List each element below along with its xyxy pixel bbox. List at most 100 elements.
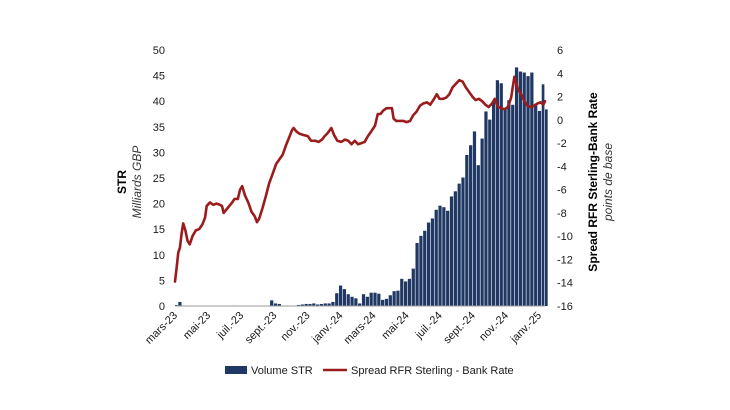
spread-line <box>173 75 547 283</box>
volume-bar <box>273 303 278 306</box>
volume-bar <box>537 110 542 307</box>
right-tick-label: 6 <box>557 45 563 57</box>
volume-bar <box>476 165 480 306</box>
x-tick-label: nov.-23 <box>279 310 313 344</box>
volume-bar <box>323 303 327 306</box>
x-tick-label: janv.-25 <box>508 310 544 346</box>
volume-bar <box>522 72 526 306</box>
left-tick-label: 15 <box>153 224 165 236</box>
volume-bar <box>423 230 427 306</box>
x-tick-label: nov.-24 <box>477 310 511 344</box>
left-axis-title: STR <box>115 170 129 194</box>
volume-bar <box>358 303 362 306</box>
volume-bar <box>312 303 316 306</box>
volume-bar <box>411 268 415 306</box>
left-axis-title-group: STR Milliards GBP <box>115 146 144 219</box>
volume-bar <box>438 205 442 306</box>
right-axis-ticks: -16 -14 -12 -10 -8 -6 -4 -2 0 2 4 6 <box>557 45 573 313</box>
right-axis-title: Spread RFR Sterling-Bank Rate <box>586 92 600 272</box>
volume-bar <box>518 71 522 306</box>
x-tick-label: mai-24 <box>379 310 411 342</box>
right-axis-title-group: Spread RFR Sterling-Bank Rate points de … <box>586 92 615 272</box>
volume-bar <box>407 278 412 306</box>
volume-bar <box>381 299 385 306</box>
volume-bar <box>350 296 354 306</box>
volume-bar <box>484 111 488 306</box>
volume-bar <box>419 235 423 306</box>
left-tick-label: 20 <box>153 199 165 211</box>
volume-bar <box>499 83 503 306</box>
volume-bar <box>465 154 469 306</box>
volume-bar <box>446 210 450 306</box>
volume-bar <box>277 303 281 306</box>
left-tick-label: 45 <box>153 71 165 83</box>
legend-swatch-volume <box>225 366 247 374</box>
right-tick-label: -12 <box>557 255 573 267</box>
right-tick-label: -16 <box>557 301 573 313</box>
volume-bar <box>178 301 182 306</box>
x-tick-label: mai-23 <box>181 310 213 342</box>
x-tick-label: juil.-24 <box>413 310 445 342</box>
volume-bar <box>507 100 511 307</box>
legend: Volume STR Spread RFR Sterling - Bank Ra… <box>225 365 514 377</box>
right-tick-label: -6 <box>557 185 567 197</box>
volume-bar <box>400 278 404 306</box>
volume-bar <box>300 304 304 306</box>
volume-bar <box>354 298 358 306</box>
right-tick-label: -14 <box>557 278 573 290</box>
volume-bar <box>361 294 366 306</box>
right-tick-label: -8 <box>557 208 567 220</box>
x-tick-label: sept.-23 <box>243 310 280 347</box>
volume-bar <box>308 303 312 306</box>
volume-bar <box>449 196 454 306</box>
volume-bar <box>335 293 339 306</box>
right-tick-label: 4 <box>557 68 563 80</box>
volume-bar <box>396 290 400 306</box>
volume-bar <box>495 80 500 307</box>
volume-bar <box>488 119 492 306</box>
volume-bar <box>270 300 274 306</box>
volume-bar <box>491 101 496 307</box>
volume-bar <box>480 138 484 306</box>
left-tick-label: 40 <box>153 96 165 108</box>
volume-bar <box>304 303 308 306</box>
legend-label-volume: Volume STR <box>251 365 313 377</box>
left-tick-label: 25 <box>153 173 165 185</box>
volume-bar <box>511 104 515 306</box>
x-tick-label: janv.-24 <box>309 310 345 346</box>
right-tick-label: 2 <box>557 92 563 104</box>
volume-bar <box>342 289 347 306</box>
volume-bar <box>331 301 335 306</box>
legend-label-spread: Spread RFR Sterling - Bank Rate <box>351 365 514 377</box>
volume-bar <box>541 84 545 306</box>
volume-bar <box>434 209 438 306</box>
volume-bar <box>377 293 381 306</box>
volume-bar <box>472 131 477 306</box>
left-tick-label: 0 <box>159 301 165 313</box>
left-axis-subtitle: Milliards GBP <box>130 146 144 219</box>
right-tick-label: -10 <box>557 231 573 243</box>
left-tick-label: 5 <box>159 275 165 287</box>
volume-bar <box>392 291 396 306</box>
volume-bar <box>526 76 530 306</box>
left-tick-label: 10 <box>153 250 165 262</box>
volume-bar <box>296 304 301 306</box>
volume-bar <box>545 109 548 306</box>
volume-bar <box>404 281 408 306</box>
volume-bar <box>369 292 373 306</box>
volume-bar <box>327 303 331 306</box>
x-tick-label: mars-23 <box>143 310 180 347</box>
right-tick-label: -2 <box>557 138 567 150</box>
volume-bar <box>426 222 431 306</box>
volume-bar <box>384 298 389 306</box>
right-axis-subtitle: points de base <box>601 143 615 222</box>
plot-area <box>173 67 548 307</box>
volume-bar <box>388 295 392 306</box>
left-tick-label: 35 <box>153 122 165 134</box>
left-tick-label: 50 <box>153 45 165 57</box>
volume-bar <box>469 145 473 306</box>
x-tick-label: sept.-24 <box>441 310 478 347</box>
volume-bar <box>514 67 519 306</box>
volume-bar <box>503 107 507 306</box>
